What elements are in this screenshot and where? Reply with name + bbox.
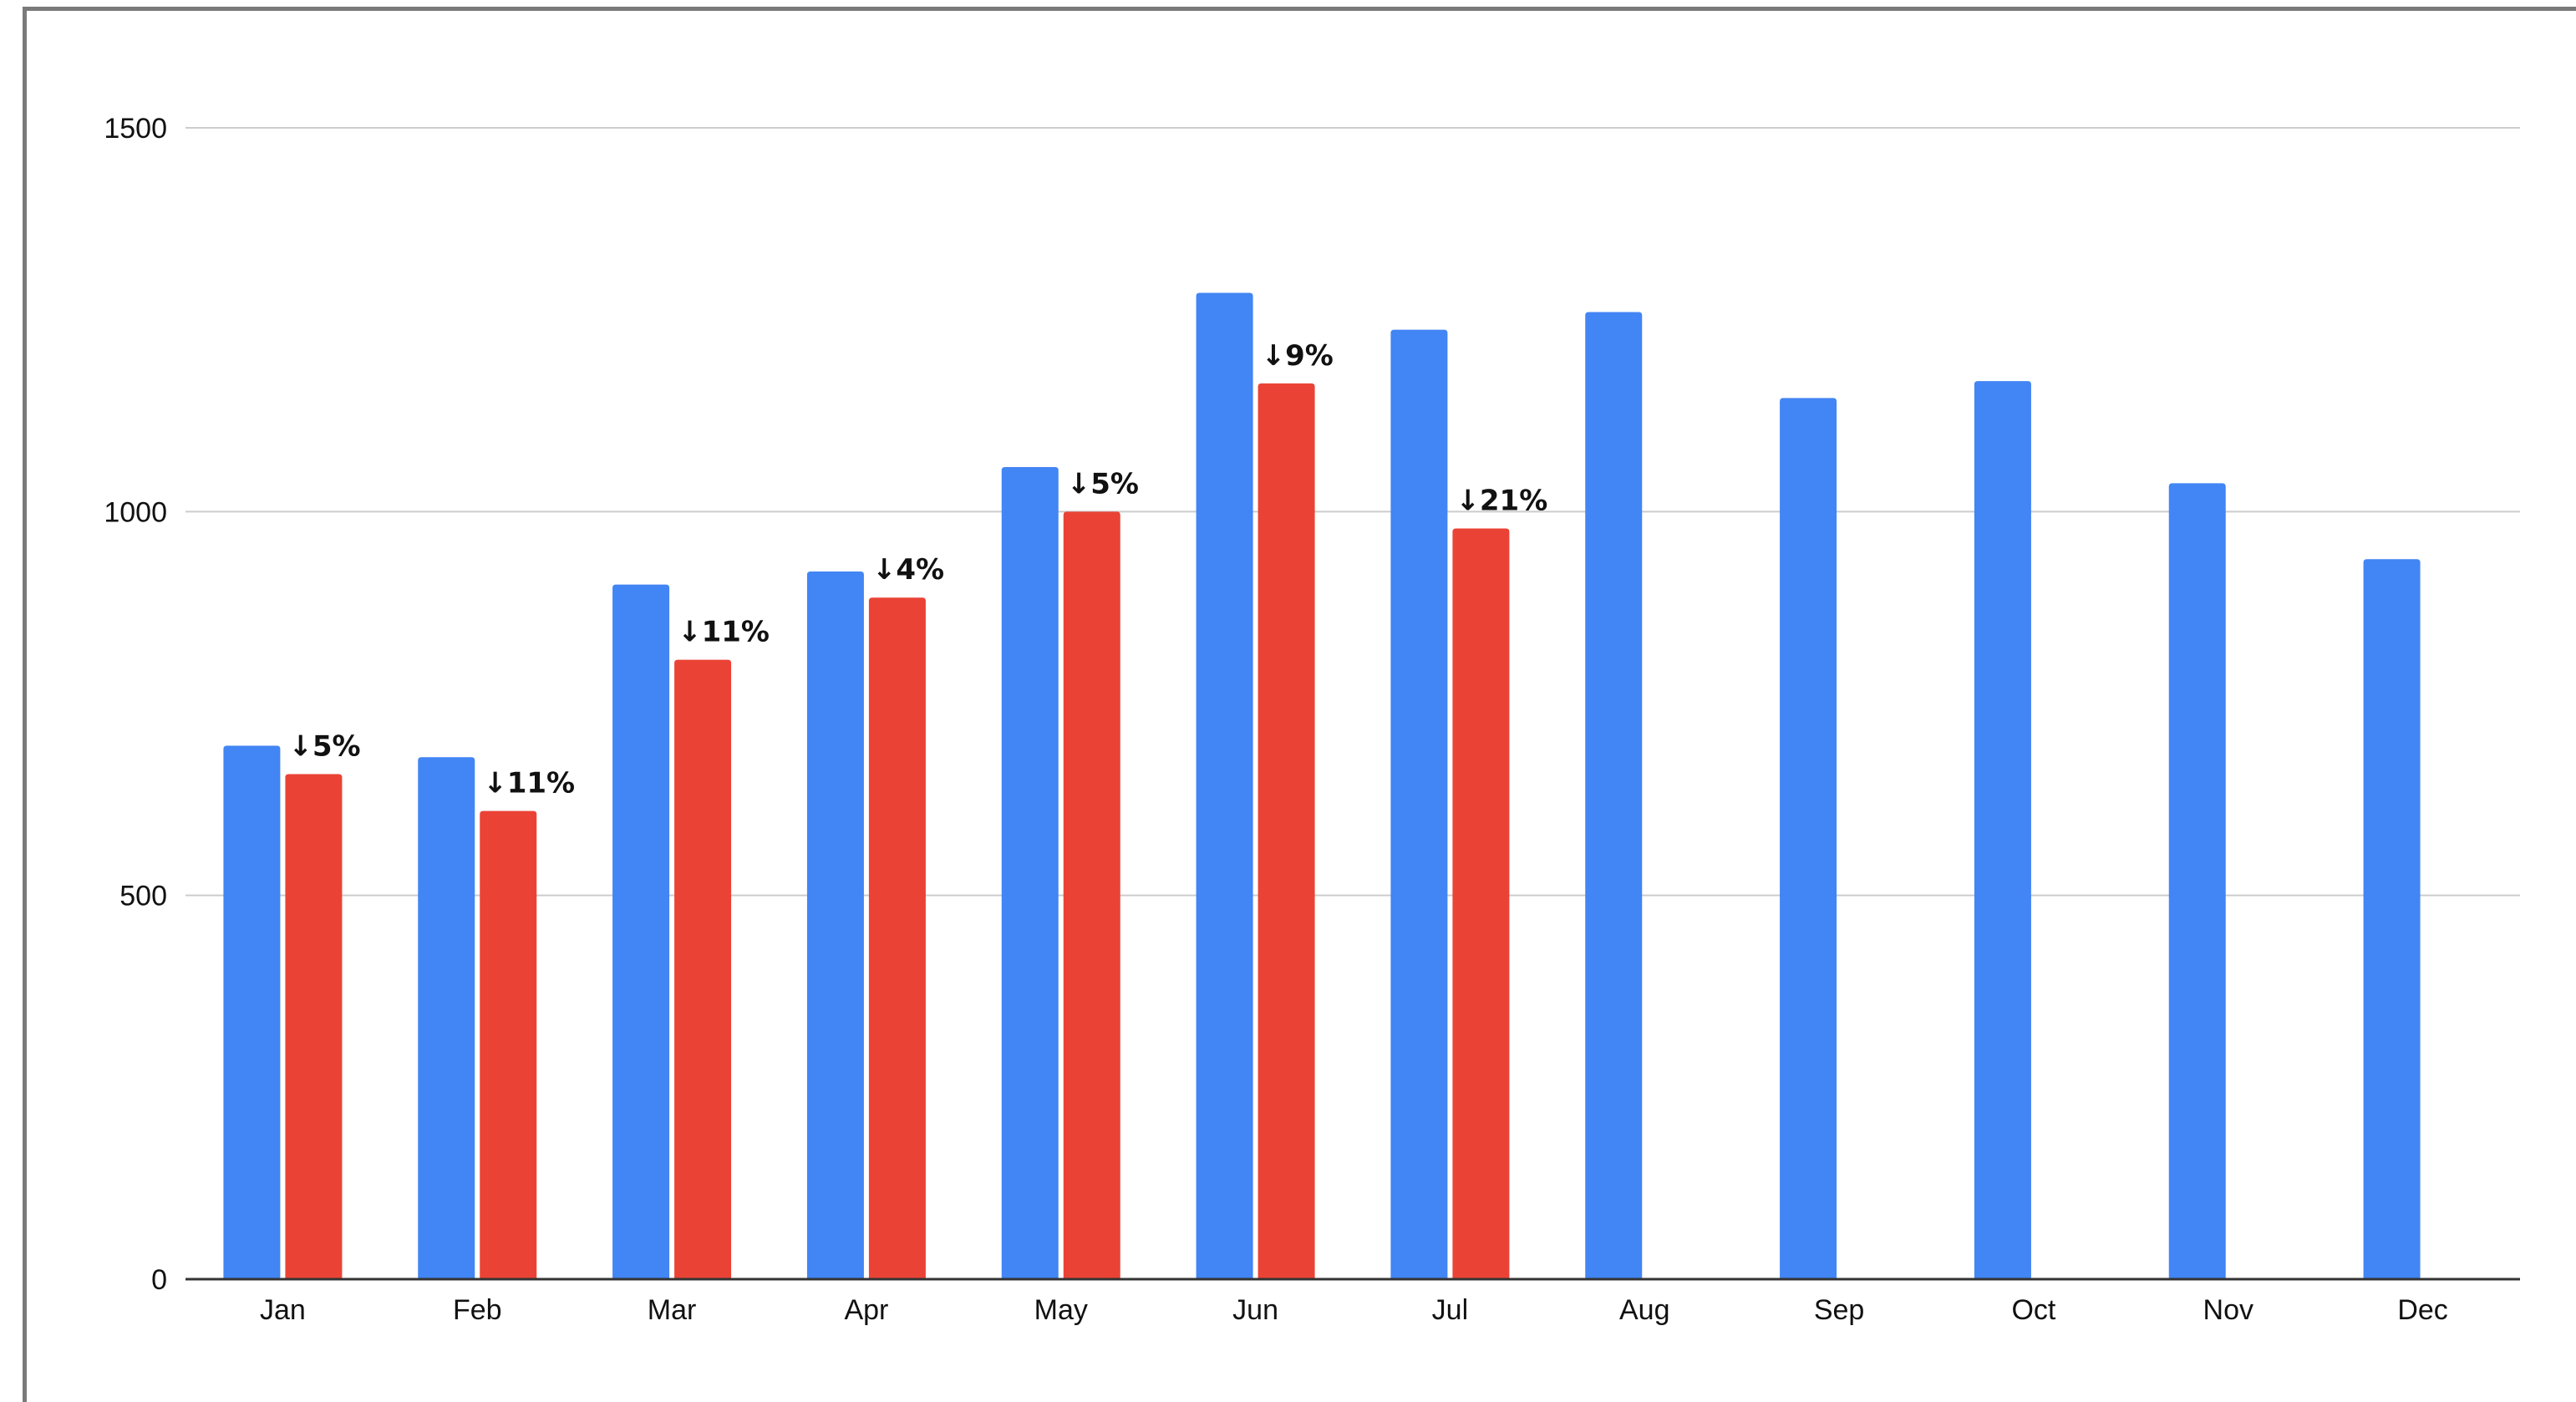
x-tick-label: Jul	[1432, 1294, 1468, 1326]
bar-series-1	[1001, 467, 1059, 1279]
bar-series-1	[1196, 292, 1253, 1280]
bar-series-1	[612, 584, 670, 1279]
bar-series-2	[674, 659, 732, 1279]
y-tick-label: 1000	[104, 496, 167, 528]
y-tick-label: 1500	[104, 113, 167, 145]
y-tick-label: 0	[151, 1264, 167, 1296]
x-tick-label: Sep	[1814, 1294, 1865, 1326]
bar-series-1	[1390, 329, 1448, 1279]
x-tick-label: Mar	[648, 1294, 697, 1326]
data-label: ↓11%	[483, 767, 575, 800]
bar-series-2	[868, 597, 926, 1279]
bar-series-2	[1258, 383, 1315, 1279]
x-tick-label: May	[1034, 1294, 1088, 1326]
x-tick-label: Jan	[260, 1294, 306, 1326]
y-tick-label: 500	[119, 881, 167, 912]
bar-series-2	[285, 774, 343, 1279]
bar-series-1	[223, 745, 281, 1279]
x-tick-label: Oct	[2011, 1294, 2055, 1326]
x-tick-label: Apr	[844, 1294, 888, 1326]
x-tick-label: Dec	[2397, 1294, 2447, 1326]
data-label: ↓11%	[678, 616, 770, 649]
bar-series-1	[2168, 483, 2226, 1279]
bar-series-1	[806, 571, 864, 1279]
data-label: ↓4%	[872, 553, 944, 587]
bar-series-1	[1585, 312, 1643, 1280]
bar-series-1	[2363, 559, 2421, 1279]
axes: 0 500 1000 1500 Jan Feb Mar Apr May Jun Jul Aug Sep O…	[104, 113, 2520, 1326]
bar-series-2	[1063, 511, 1120, 1279]
bar-series-2	[1452, 528, 1510, 1279]
data-label: ↓9%	[1262, 339, 1334, 373]
bars	[223, 292, 2421, 1280]
x-tick-label: Nov	[2203, 1294, 2253, 1326]
bar-series-1	[1780, 398, 1837, 1280]
data-label: ↓21%	[1456, 485, 1547, 518]
x-tick-label: Aug	[1619, 1294, 1670, 1326]
data-label: ↓5%	[288, 730, 360, 764]
x-tick-label: Jun	[1232, 1294, 1278, 1326]
gridlines	[185, 127, 2520, 897]
data-label: ↓5%	[1067, 467, 1139, 500]
bar-series-1	[1974, 381, 2031, 1279]
bar-series-2	[480, 810, 537, 1279]
x-tick-label: Feb	[453, 1294, 502, 1326]
data-labels: ↓5% ↓11% ↓11% ↓4% ↓5% ↓9% ↓21%	[288, 339, 1547, 800]
bar-series-1	[418, 757, 475, 1279]
